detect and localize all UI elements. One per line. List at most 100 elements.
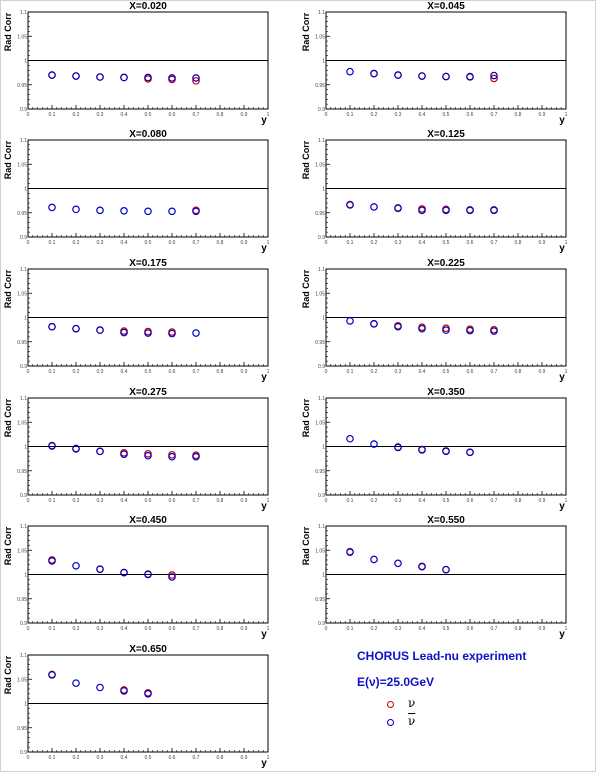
data-point-nubar (144, 570, 152, 579)
y-tick-label: 0.9 (318, 235, 325, 241)
data-point-nubar (370, 555, 378, 564)
data-point-nubar (96, 447, 104, 456)
x-tick-label: 0.7 (193, 369, 200, 375)
y-tick-label: 0.9 (20, 235, 27, 241)
panel-title: X=0.080 (129, 129, 167, 140)
data-point-nubar (370, 203, 378, 211)
data-point-nubar (168, 74, 176, 82)
panel-8: 0 0.1 0.2 0.3 0.4 0.5 0.6 0.7 0.8 0.9 1 0.9 0.95 1 1.0… (301, 387, 568, 512)
data-point-nubar (120, 687, 128, 695)
data-point-nubar (442, 72, 450, 81)
data-point-nubar (168, 452, 176, 461)
x-tick-label: 0.6 (169, 240, 176, 246)
x-tick-label: 0.3 (395, 498, 402, 504)
data-point-nubar (466, 448, 474, 457)
legend-item-nu: ν (380, 696, 500, 713)
y-tick-label: 0.9 (318, 364, 325, 370)
data-point-nubar (144, 207, 152, 216)
x-tick-label: 0.5 (443, 240, 450, 246)
y-tick-label: 1.1 (318, 524, 325, 530)
x-tick-label: 0.2 (371, 369, 378, 375)
x-axis-label: y (261, 501, 267, 512)
x-tick-label: 0.4 (419, 498, 426, 504)
y-tick-label: 1.05 (17, 291, 27, 297)
x-tick-label: 0.2 (371, 626, 378, 632)
x-tick-label: 0.9 (241, 112, 248, 118)
x-tick-label: 0.2 (73, 755, 80, 761)
y-tick-label: 1.05 (315, 34, 325, 40)
y-tick-label: 0.95 (17, 83, 27, 89)
x-tick-label: 1 (267, 240, 270, 246)
y-tick-label: 0.9 (318, 621, 325, 627)
y-axis-label: Rad Corr (3, 398, 13, 437)
data-point-nubar (418, 206, 426, 215)
data-point-nubar (144, 451, 152, 460)
x-tick-label: 0.3 (97, 369, 104, 375)
y-tick-label: 1.05 (17, 34, 27, 40)
y-tick-label: 1 (322, 316, 325, 322)
data-point-nubar (192, 74, 200, 82)
panel-7: 0 0.1 0.2 0.3 0.4 0.5 0.6 0.7 0.8 0.9 1 0.9 0.95 1 1.0… (3, 387, 270, 512)
data-point-nubar (120, 568, 128, 577)
panel-title: X=0.450 (129, 515, 167, 526)
data-point-nubar (96, 73, 104, 81)
y-tick-label: 1.1 (20, 524, 27, 530)
y-tick-label: 1 (322, 445, 325, 451)
x-tick-label: 0.1 (49, 498, 56, 504)
x-tick-label: 0.9 (539, 626, 546, 632)
data-point-nubar (168, 329, 176, 338)
x-tick-label: 0 (27, 755, 30, 761)
x-tick-label: 0.1 (347, 498, 354, 504)
panel-title: X=0.225 (427, 258, 465, 269)
data-point-nubar (346, 201, 354, 209)
data-point-nubar (442, 326, 450, 334)
x-tick-label: 0.5 (443, 626, 450, 632)
y-axis-label: Rad Corr (3, 526, 13, 565)
data-point-nubar (72, 445, 80, 453)
x-tick-label: 0.4 (419, 240, 426, 246)
x-tick-label: 0.2 (73, 240, 80, 246)
y-axis-label: Rad Corr (301, 12, 311, 51)
x-tick-label: 1 (565, 369, 568, 375)
x-tick-label: 0.8 (515, 626, 522, 632)
y-axis-label: Rad Corr (3, 12, 13, 51)
x-tick-label: 0 (27, 498, 30, 504)
y-axis-label: Rad Corr (301, 526, 311, 565)
y-tick-label: 1 (24, 702, 27, 708)
x-tick-label: 0 (27, 369, 30, 375)
y-tick-label: 1.1 (318, 396, 325, 402)
x-tick-label: 0.3 (395, 112, 402, 118)
y-tick-label: 1.05 (315, 162, 325, 168)
y-tick-label: 1.1 (318, 267, 325, 273)
panel-9: 0 0.1 0.2 0.3 0.4 0.5 0.6 0.7 0.8 0.9 1 0.9 0.95 1 1.0… (3, 515, 270, 640)
x-tick-label: 0.1 (347, 112, 354, 118)
data-point-nubar (466, 72, 474, 81)
x-tick-label: 0.7 (193, 755, 200, 761)
x-tick-label: 0.3 (97, 498, 104, 504)
x-tick-label: 0.7 (491, 369, 498, 375)
x-tick-label: 0.6 (467, 240, 474, 246)
data-point-nubar (96, 206, 104, 215)
y-tick-label: 0.95 (17, 726, 27, 732)
x-axis-label: y (261, 243, 267, 254)
data-point-nubar (96, 326, 104, 334)
x-tick-label: 0.4 (121, 369, 128, 375)
x-tick-label: 0.6 (169, 626, 176, 632)
data-point-nubar (72, 72, 80, 80)
data-point-nu (192, 77, 200, 85)
x-tick-label: 0 (325, 112, 328, 118)
data-point-nubar (192, 452, 200, 461)
x-tick-label: 0.4 (121, 112, 128, 118)
x-tick-label: 0.8 (217, 240, 224, 246)
data-point-nubar (370, 320, 378, 328)
y-tick-label: 1.1 (20, 138, 27, 144)
x-tick-label: 1 (565, 498, 568, 504)
y-tick-label: 0.95 (315, 83, 325, 89)
x-tick-label: 0.2 (371, 112, 378, 118)
x-tick-label: 1 (267, 369, 270, 375)
x-tick-label: 1 (267, 626, 270, 632)
x-tick-label: 0.9 (539, 369, 546, 375)
y-tick-label: 1 (322, 59, 325, 65)
x-tick-label: 0.6 (467, 626, 474, 632)
y-tick-label: 1.05 (17, 420, 27, 426)
